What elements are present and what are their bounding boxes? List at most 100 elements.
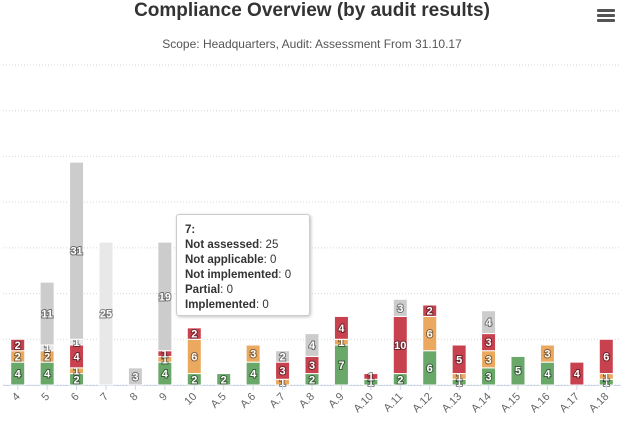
data-label: 1: [338, 337, 344, 349]
data-label: 6: [191, 351, 197, 363]
data-label: 4: [486, 317, 493, 329]
x-tick-label: A.13: [440, 391, 464, 415]
data-label: 1: [162, 349, 168, 361]
data-label: 1: [603, 377, 609, 389]
data-label: 4: [74, 351, 81, 363]
x-tick-label: A.6: [238, 391, 258, 411]
data-label: 25: [100, 309, 112, 321]
x-tick-label: 4: [10, 391, 23, 404]
bar-segment: [598, 338, 614, 375]
bar-segment: [539, 344, 555, 363]
data-label: 6: [427, 363, 433, 375]
data-label: 1: [74, 366, 80, 378]
data-label: 3: [486, 337, 492, 349]
data-label: 4: [309, 340, 316, 352]
data-label: 5: [456, 354, 462, 366]
tooltip-row-implemented: Implemented: 0: [185, 299, 269, 311]
data-label: 2: [191, 374, 197, 386]
bar-segment: [304, 333, 320, 357]
data-label: 2: [191, 329, 197, 341]
data-label: 1: [603, 371, 609, 383]
tooltip-row-not-implemented: Not implemented: 0: [185, 269, 292, 281]
data-label: 1: [162, 354, 168, 366]
data-label: 1: [456, 377, 462, 389]
data-label: 1: [44, 343, 50, 355]
x-tick-label: A.11: [381, 391, 405, 415]
data-label: 1: [280, 377, 286, 389]
data-label: 2: [74, 374, 80, 386]
data-label: 3: [309, 360, 315, 372]
x-tick-label: A.9: [326, 391, 346, 411]
bar-segment: [275, 350, 291, 363]
bar-segment: [186, 327, 202, 340]
x-tick-label: A.5: [209, 391, 229, 411]
x-tick-label: 8: [128, 391, 141, 404]
data-label: 2: [221, 374, 227, 386]
data-label: 2: [427, 306, 433, 318]
bar-segment: [451, 344, 467, 375]
chart-tooltip: 7: Not assessed: 25 Not applicable: 0 No…: [176, 214, 310, 316]
bar-segment: [392, 298, 408, 317]
x-tick-label: A.10: [351, 391, 375, 415]
data-label: 2: [397, 374, 403, 386]
data-label: 2: [15, 340, 21, 352]
data-label: 3: [486, 371, 492, 383]
chart-subtitle: Scope: Headquarters, Audit: Assessment F…: [162, 37, 462, 51]
bar-segment: [422, 304, 438, 317]
data-label: 10: [394, 340, 406, 352]
bar-segment: [39, 281, 55, 346]
data-label: 4: [162, 369, 169, 381]
x-tick-label: A.17: [557, 391, 581, 415]
data-label: 3: [250, 349, 256, 361]
data-label: 4: [250, 369, 257, 381]
x-tick-label: A.12: [410, 391, 434, 415]
x-tick-label: 10: [182, 391, 199, 408]
x-tick-label: A.7: [268, 391, 288, 411]
x-tick-label: A.8: [297, 391, 317, 411]
data-label: 2: [44, 351, 50, 363]
x-tick-label: A.16: [528, 391, 552, 415]
x-tick-label: 6: [69, 391, 82, 404]
data-label: 7: [338, 360, 344, 372]
data-label: 1: [456, 371, 462, 383]
tooltip-header: 7:: [185, 224, 196, 236]
x-tick-label: A.18: [587, 391, 611, 415]
tooltip-row-not-applicable: Not applicable: 0: [185, 254, 277, 266]
data-label: 5: [515, 366, 521, 378]
data-label: 1: [74, 337, 80, 349]
x-tick-label: 5: [39, 391, 52, 404]
hamburger-menu-icon[interactable]: [597, 9, 615, 23]
data-label: 19: [159, 291, 171, 303]
x-tick-label: A.14: [469, 391, 493, 415]
tooltip-row-partial: Partial: 0: [185, 284, 233, 296]
bar-segment: [69, 161, 85, 340]
chart-title: Compliance Overview (by audit results): [134, 0, 490, 21]
bar-segment: [363, 373, 379, 380]
data-label: 3: [486, 354, 492, 366]
x-tick-label: 7: [98, 391, 111, 404]
bar-segment: [157, 241, 173, 352]
data-label: 2: [15, 351, 21, 363]
data-label: 1: [368, 371, 374, 383]
data-label: 6: [427, 329, 433, 341]
data-label: 1: [368, 377, 374, 389]
bar-segment: [10, 338, 26, 352]
data-label: 4: [338, 323, 345, 335]
x-tick-label: A.15: [499, 391, 523, 415]
data-label: 3: [132, 371, 138, 383]
data-label: 31: [70, 246, 82, 258]
x-tick-label: 9: [157, 391, 170, 404]
data-label: 3: [280, 366, 286, 378]
bar-segment: [333, 315, 349, 340]
data-label: 6: [603, 351, 609, 363]
data-label: 4: [574, 369, 581, 381]
tooltip-row-not-assessed: Not assessed: 25: [185, 239, 279, 251]
bar-segment: [245, 344, 261, 363]
data-label: 2: [280, 351, 286, 363]
data-label: 11: [41, 309, 53, 321]
data-label: 3: [544, 349, 550, 361]
bar-segment: [481, 310, 497, 335]
data-label: 4: [15, 369, 22, 381]
data-label: 2: [309, 374, 315, 386]
